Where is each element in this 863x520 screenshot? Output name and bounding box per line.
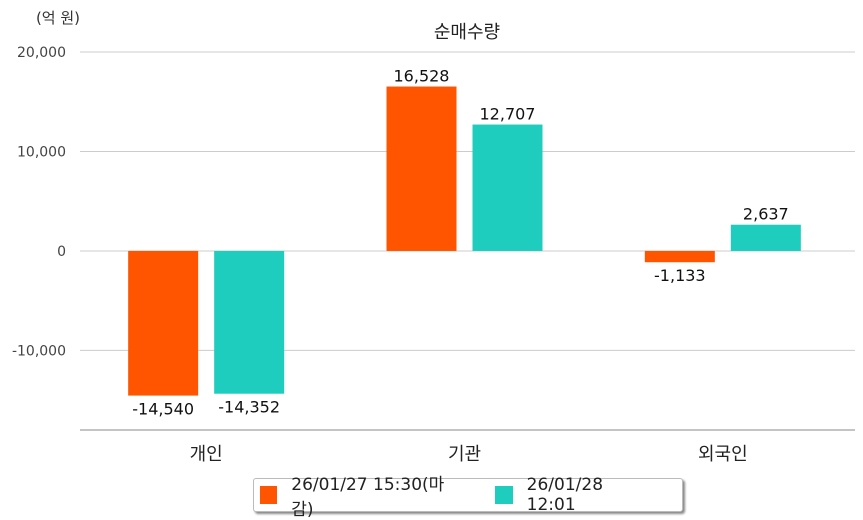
data-label: -14,352: [218, 398, 280, 417]
legend-swatch: [495, 486, 513, 504]
y-tick-label: 20,000: [17, 45, 66, 61]
legend-label: 26/01/28 12:01: [526, 475, 604, 515]
bar: [644, 250, 715, 263]
legend-swatch: [260, 486, 278, 504]
bar: [214, 250, 285, 394]
chart-title: 순매수량: [434, 22, 500, 43]
bar: [128, 250, 199, 396]
data-label: -1,133: [654, 266, 706, 285]
legend-item-series-1[interactable]: 26/01/27 15:30(마감): [260, 470, 459, 520]
y-tick-label: -10,000: [12, 343, 66, 359]
bar: [472, 124, 543, 251]
x-category-label: 외국인: [698, 444, 748, 465]
data-label: 2,637: [743, 205, 789, 224]
x-category-label: 개인: [190, 444, 223, 465]
bar: [386, 86, 457, 251]
y-tick-label: 10,000: [17, 144, 66, 160]
data-label: 16,528: [394, 67, 450, 86]
legend-label: 26/01/27 15:30(마감): [291, 475, 445, 520]
bar: [730, 224, 801, 251]
data-label: 12,707: [480, 105, 536, 124]
unit-label: (억 원): [36, 9, 80, 27]
y-tick-label: 0: [57, 244, 66, 260]
x-category-label: 기관: [448, 444, 481, 465]
legend: 26/01/27 15:30(마감) 26/01/28 12:01: [253, 475, 683, 520]
legend-item-series-2[interactable]: 26/01/28 12:01: [495, 475, 652, 515]
data-label: -14,540: [132, 400, 194, 419]
